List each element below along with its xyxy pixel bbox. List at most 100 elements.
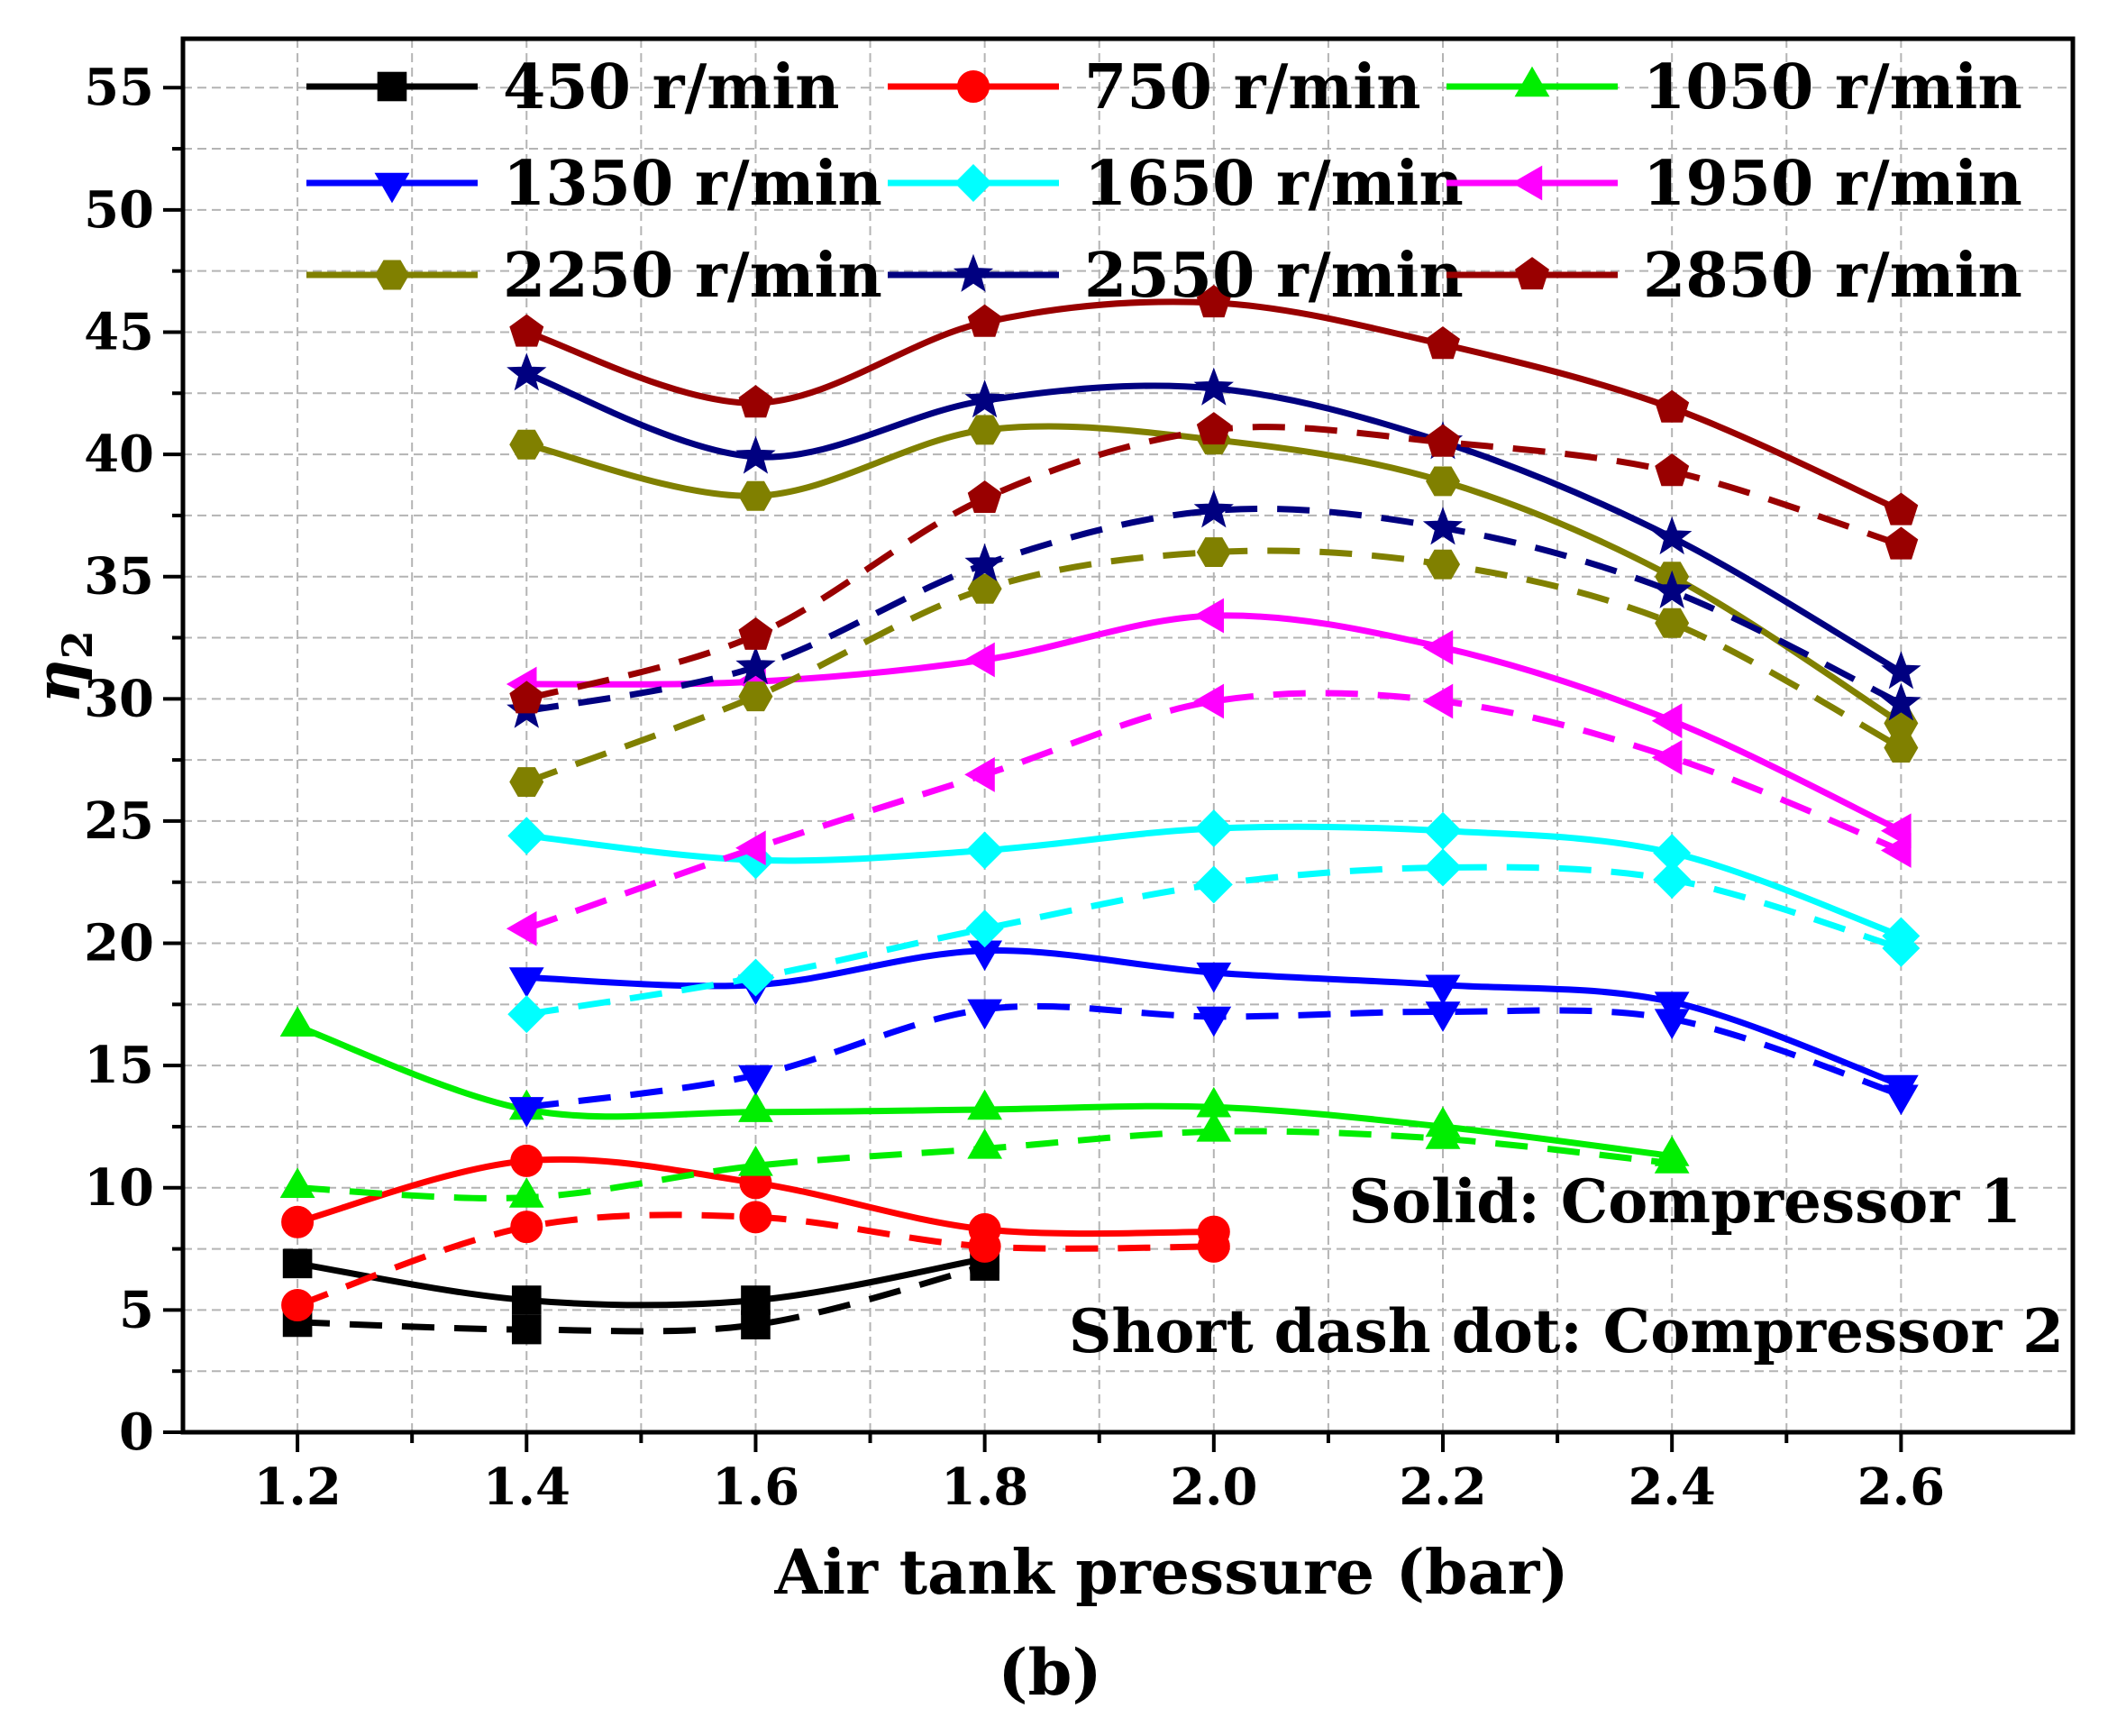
series-2850-r-min-compressor2-point [967,480,1002,513]
series-450-r-min-compressor2-line [297,1263,986,1335]
y-tick-label: 5 [119,1280,154,1339]
series-1050-r-min-compressor2-point [1196,1110,1232,1142]
y-axis-title: η2 [23,630,102,703]
series-1050-r-min-compressor1-point [967,1089,1003,1120]
series-2550-r-min-compressor1-point [1652,516,1693,555]
series-2550-r-min-compressor1-point [1193,367,1234,406]
y-tick-label: 35 [84,547,154,607]
series-750-r-min-compressor2-point [739,1201,772,1234]
series-450-r-min-compressor1-point [282,1248,313,1279]
legend-marker-2550-r-min [953,253,994,292]
series-1350-r-min-compressor2-point [508,1097,544,1128]
legend-label-2550-r-min: 2550 r/min [1084,240,1464,312]
series-1950-r-min-compressor1-point [1651,703,1683,739]
series-450-r-min-compressor2-point [511,1314,542,1345]
legend-label-1350-r-min: 1350 r/min [503,148,882,220]
series-1650-r-min-compressor1-point [1882,917,1921,955]
series-2550-r-min-compressor2-point [1193,489,1234,528]
x-axis-title: Air tank pressure (bar) [774,1537,1569,1609]
x-tick-label: 1.4 [483,1457,570,1517]
series-450-r-min-compressor2-point [741,1310,771,1339]
series-750-r-min-compressor2-point [510,1211,543,1244]
y-axis-subscript: 2 [53,630,102,659]
legend-marker-2850-r-min [1515,257,1549,290]
series-1650-r-min-compressor1-point [1653,834,1692,873]
series-1950-r-min-compressor1-point [964,642,995,678]
series-2850-r-min-compressor1-point [1196,284,1231,318]
series-2550-r-min-compressor1-point [506,352,547,391]
series-1350-r-min-compressor1-point [1654,991,1690,1023]
y-tick-label: 20 [84,914,154,973]
legend-label-1650-r-min: 1650 r/min [1084,148,1464,220]
series-1950-r-min-compressor1-point [1880,813,1912,849]
legend-label-750-r-min: 750 r/min [1084,51,1421,123]
series-1350-r-min-compressor1-point [1883,1074,1919,1106]
y-tick-label: 40 [84,425,154,484]
series-1050-r-min-compressor2-point [967,1128,1003,1159]
x-tick-label: 1.6 [712,1457,799,1517]
series-1950-r-min-compressor1-point [1422,629,1454,665]
series-750-r-min-compressor2-point [281,1288,315,1321]
series-450-r-min-compressor1-point [741,1285,771,1315]
y-tick-label: 0 [119,1403,154,1462]
series-1650-r-min-compressor2-point [1653,861,1692,900]
series-1950-r-min-compressor2-point [1193,683,1224,719]
series-2250-r-min-compressor1-point [509,429,544,460]
series-1650-r-min-compressor1-point [1424,811,1463,850]
series-1950-r-min-compressor2-point [506,910,537,946]
series-2550-r-min-compressor2-point [735,645,776,684]
series-1950-r-min-compressor1-point [1193,598,1224,634]
series-750-r-min-compressor1-point [1197,1215,1230,1248]
legend-label-1950-r-min: 1950 r/min [1643,148,2022,220]
series-2250-r-min-compressor1-point [1426,466,1461,497]
series-1950-r-min-compressor2-point [1422,683,1454,719]
series-1650-r-min-compressor1-point [965,831,1004,870]
tick-layer: 1.2 1.4 1.6 1.8 2.0 2.2 2.4 2.6 0 5 10 15 20 25 30 35 40… [84,58,1945,1517]
x-tick-label: 1.8 [941,1457,1028,1517]
note-solid: Solid: Compressor 1 [1348,1166,2021,1237]
note-dash: Short dash dot: Compressor 2 [1069,1296,2064,1366]
series-1050-r-min-compressor1-point [279,1006,315,1037]
series-1350-r-min-compressor1-point [508,967,544,998]
series-450-r-min-compressor1-line [297,1255,986,1309]
x-tick-label: 2.2 [1399,1457,1486,1517]
y-tick-label: 55 [84,58,154,117]
legend-label-2250-r-min: 2250 r/min [503,240,882,312]
series-1950-r-min-compressor2-point [964,756,995,792]
series-1350-r-min-compressor2-point [1196,1006,1232,1037]
y-tick-label: 50 [84,180,154,240]
series-2550-r-min-compressor2-point [1422,507,1464,545]
series-1650-r-min-compressor1-point [507,817,546,855]
series-2550-r-min-compressor1-point [735,435,776,474]
series-2250-r-min-compressor2-point [738,681,773,712]
series-1650-r-min-compressor1-point [1194,809,1233,848]
series-1350-r-min-compressor1-point [1425,974,1461,1006]
series-2850-r-min-compressor1-point [1884,492,1919,525]
legend-marker-1950-r-min [1511,165,1543,201]
series-2850-r-min-compressor2-point [1426,424,1460,457]
series-1950-r-min-compressor2-point [735,830,766,866]
series-2550-r-min-compressor1-point [964,379,1005,418]
series-1350-r-min-compressor2-point [967,999,1003,1030]
series-2550-r-min-compressor1-point [1881,651,1921,690]
series-2550-r-min-compressor2-point [964,543,1005,581]
y-tick-label: 15 [84,1036,154,1095]
series-2250-r-min-compressor1-point [1884,708,1919,738]
y-tick-label: 45 [84,302,154,361]
y-axis-symbol: η [23,659,95,703]
series-750-r-min-compressor1-point [968,1212,1001,1246]
series-1050-r-min-compressor1-point [1654,1136,1690,1166]
series-2850-r-min-compressor2-point [1196,412,1231,445]
series-2850-r-min-compressor1-point [967,304,1002,337]
series-2850-r-min-compressor1-point [738,385,773,418]
series-2250-r-min-compressor2-point [1196,537,1231,567]
series-layer [279,284,1921,1345]
legend-marker-450-r-min [377,71,407,102]
series-2250-r-min-compressor1-point [967,415,1002,445]
legend: 450 r/min 750 r/min 1050 r/min 1350 r/min 16… [306,51,2022,312]
x-tick-label: 2.0 [1170,1457,1257,1517]
series-1650-r-min-compressor2-point [1194,865,1233,904]
series-2250-r-min-compressor2-point [1426,549,1461,580]
